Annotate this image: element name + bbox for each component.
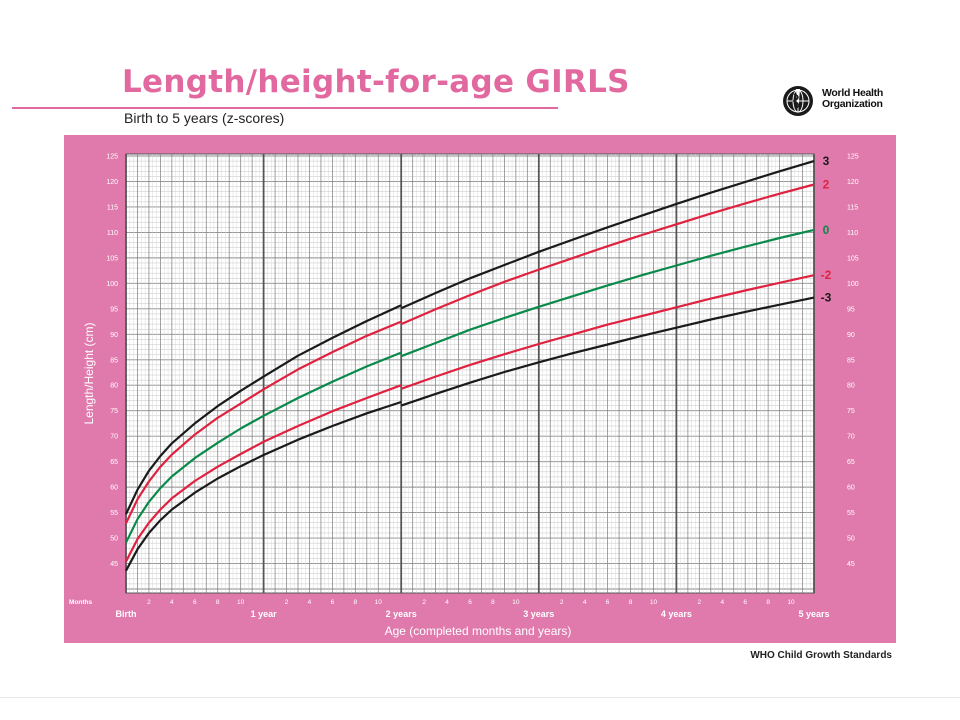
y-tick-label-left: 75: [110, 408, 118, 415]
x-axis-title: Age (completed months and years): [385, 624, 572, 638]
x-major-tick-label: 3 years: [523, 609, 554, 619]
curve-z0-birth-to-2: [125, 351, 402, 544]
title-underline: [12, 107, 558, 109]
x-minor-tick-label: 6: [331, 599, 335, 606]
curve-z-3-birth-to-2: [125, 400, 402, 572]
y-tick-label-left: 50: [110, 536, 118, 543]
x-minor-tick-label: 6: [743, 599, 747, 606]
y-tick-label-left: 45: [110, 561, 118, 568]
x-minor-tick-label: 2: [147, 599, 151, 606]
y-tick-label-left: 100: [106, 281, 118, 288]
curve-z0-2-to-5: [400, 228, 815, 358]
y-tick-label-left: 125: [106, 154, 118, 161]
y-tick-label-right: 105: [847, 255, 859, 262]
curve-label-z-3: -3: [821, 291, 832, 305]
x-major-tick-label: Birth: [116, 609, 137, 619]
y-tick-label-left: 90: [110, 332, 118, 339]
x-minor-tick-label: 10: [650, 599, 658, 606]
y-tick-label-right: 60: [847, 485, 855, 492]
x-major-tick-label: 4 years: [661, 609, 692, 619]
y-tick-label-right: 85: [847, 357, 855, 364]
x-minor-tick-label: 8: [491, 599, 495, 606]
x-minor-tick-label: 4: [170, 599, 174, 606]
chart-subtitle: Birth to 5 years (z-scores): [124, 110, 285, 126]
x-minor-tick-label: 2: [422, 599, 426, 606]
y-tick-label-right: 55: [847, 510, 855, 517]
y-tick-label-right: 45: [847, 561, 855, 568]
x-minor-tick-label: 4: [583, 599, 587, 606]
footer-credit: WHO Child Growth Standards: [750, 650, 892, 661]
y-tick-label-left: 60: [110, 485, 118, 492]
x-minor-tick-label: 4: [308, 599, 312, 606]
chart-curves: [125, 160, 815, 572]
x-minor-tick-label: 2: [285, 599, 289, 606]
chart-grid: [125, 153, 815, 594]
x-minor-tick-label: 8: [766, 599, 770, 606]
bottom-divider: [0, 697, 960, 698]
y-tick-label-left: 70: [110, 434, 118, 441]
y-tick-label-right: 115: [847, 204, 858, 211]
y-tick-label-left: 55: [110, 510, 118, 517]
x-minor-tick-label: 10: [237, 599, 245, 606]
y-tick-label-right: 110: [847, 230, 858, 237]
y-tick-label-left: 85: [110, 357, 118, 364]
x-major-tick-label: 5 years: [798, 609, 829, 619]
curve-label-z3: 3: [823, 154, 830, 168]
y-tick-label-right: 90: [847, 332, 855, 339]
curve-z2-2-to-5: [400, 183, 815, 326]
curve-z-3-2-to-5: [400, 296, 815, 407]
curve-z3-2-to-5: [400, 160, 815, 310]
curve-z2-birth-to-2: [125, 320, 402, 524]
x-minor-tick-label: 8: [216, 599, 220, 606]
who-logo: World Health Organization: [780, 84, 900, 118]
x-major-tick-label: 1 year: [251, 609, 278, 619]
x-minor-tick-label: 2: [560, 599, 564, 606]
y-tick-label-right: 125: [847, 154, 859, 161]
x-minor-tick-label: 8: [354, 599, 358, 606]
y-tick-label-right: 95: [847, 306, 855, 313]
curve-z-2-birth-to-2: [125, 384, 402, 563]
y-tick-label-right: 65: [847, 459, 855, 466]
y-tick-label-left: 80: [110, 383, 118, 390]
x-minor-tick-label: 2: [698, 599, 702, 606]
y-axis-title: Length/Height (cm): [82, 322, 96, 424]
curve-label-z2: 2: [823, 178, 830, 192]
x-major-tick-label: 2 years: [386, 609, 417, 619]
x-minor-tick-label: 6: [606, 599, 610, 606]
x-minor-tick-label: 10: [512, 599, 520, 606]
y-tick-label-left: 95: [110, 306, 118, 313]
y-tick-label-right: 70: [847, 434, 855, 441]
chart-title: Length/height-for-age GIRLS: [122, 64, 630, 100]
y-tick-label-right: 100: [847, 281, 859, 288]
who-emblem-icon: [783, 86, 813, 116]
y-tick-label-right: 120: [847, 179, 859, 186]
x-minor-tick-label: 4: [720, 599, 724, 606]
y-tick-label-left: 110: [107, 230, 118, 237]
y-tick-label-right: 80: [847, 383, 855, 390]
y-tick-label-left: 120: [106, 179, 118, 186]
who-org-name: World Health Organization: [822, 87, 883, 110]
curve-label-z0: 0: [823, 223, 830, 237]
y-tick-label-left: 105: [106, 255, 118, 262]
x-minor-tick-label: 10: [787, 599, 795, 606]
y-tick-label-right: 75: [847, 408, 855, 415]
x-minor-tick-label: 6: [468, 599, 472, 606]
y-tick-label-left: 115: [107, 204, 118, 211]
curve-label-z-2: -2: [821, 268, 832, 282]
x-minor-tick-label: 8: [629, 599, 633, 606]
curve-z-2-2-to-5: [400, 274, 815, 390]
y-tick-label-left: 65: [110, 459, 118, 466]
y-tick-label-right: 50: [847, 536, 855, 543]
x-minor-tick-label: 6: [193, 599, 197, 606]
x-minor-tick-label: 10: [375, 599, 383, 606]
curve-z3-birth-to-2: [125, 304, 402, 515]
x-minor-tick-label: 4: [445, 599, 449, 606]
x-unit-label: Months: [69, 599, 92, 606]
